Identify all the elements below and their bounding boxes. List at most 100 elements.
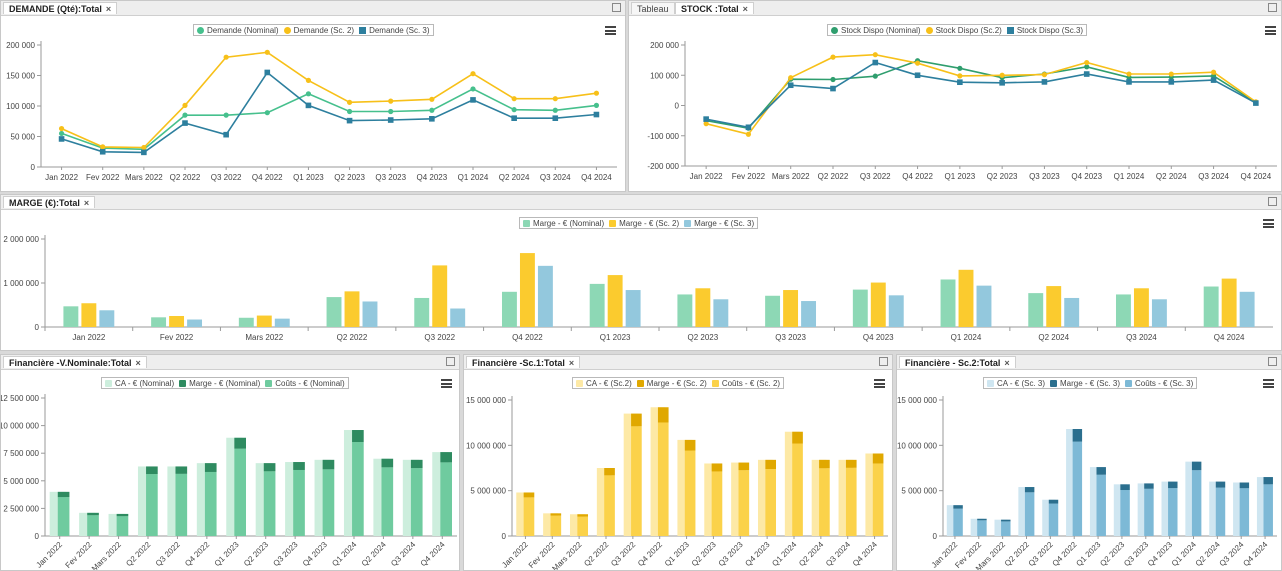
- bar-marge[interactable]: [738, 462, 750, 471]
- bar-marge[interactable]: [711, 463, 723, 472]
- bar-couts[interactable]: [631, 426, 642, 536]
- data-point[interactable]: [552, 96, 558, 102]
- data-point[interactable]: [914, 60, 921, 66]
- bar[interactable]: [713, 299, 729, 327]
- bar[interactable]: [81, 303, 97, 327]
- bar-marge[interactable]: [1001, 519, 1011, 522]
- bar-marge[interactable]: [604, 468, 615, 476]
- data-point[interactable]: [1210, 69, 1217, 75]
- bar-couts[interactable]: [1263, 484, 1273, 536]
- data-point[interactable]: [388, 98, 394, 104]
- data-point[interactable]: [264, 110, 270, 116]
- tab-marge-0[interactable]: MARGE (€):Total ×: [3, 196, 96, 208]
- bar[interactable]: [677, 294, 693, 327]
- data-point[interactable]: [788, 75, 794, 81]
- bar[interactable]: [519, 253, 535, 327]
- data-point[interactable]: [1083, 71, 1090, 77]
- bar-marge[interactable]: [146, 466, 158, 475]
- data-point[interactable]: [58, 136, 65, 142]
- tab-fin_sc1-0[interactable]: Financière -Sc.1:Total ×: [466, 356, 581, 368]
- bar[interactable]: [1115, 294, 1131, 327]
- bar-marge[interactable]: [352, 430, 364, 443]
- data-point[interactable]: [830, 85, 836, 92]
- bar[interactable]: [1151, 299, 1167, 327]
- data-point[interactable]: [388, 108, 394, 115]
- data-point[interactable]: [914, 72, 921, 79]
- bar-couts[interactable]: [1239, 488, 1250, 536]
- tab-stock-1[interactable]: STOCK :Total ×: [675, 2, 754, 14]
- data-point[interactable]: [1126, 79, 1132, 85]
- data-point[interactable]: [182, 112, 188, 118]
- bar-marge[interactable]: [1096, 467, 1106, 475]
- bar[interactable]: [870, 282, 886, 327]
- data-point[interactable]: [99, 148, 106, 155]
- bar-couts[interactable]: [146, 474, 158, 536]
- bar-couts[interactable]: [263, 471, 276, 536]
- legend-item[interactable]: Marge - € (Sc. 3): [684, 219, 754, 228]
- bar[interactable]: [501, 291, 517, 327]
- bar-couts[interactable]: [550, 515, 562, 536]
- data-point[interactable]: [787, 82, 794, 89]
- close-tab-icon[interactable]: ×: [135, 358, 141, 368]
- maximize-icon[interactable]: [446, 357, 455, 366]
- bar[interactable]: [695, 288, 711, 327]
- data-point[interactable]: [1084, 64, 1090, 70]
- bar[interactable]: [1203, 286, 1219, 327]
- bar-couts[interactable]: [352, 442, 364, 536]
- data-point[interactable]: [305, 77, 312, 83]
- bar-marge[interactable]: [977, 518, 987, 521]
- data-point[interactable]: [470, 71, 476, 77]
- bar-couts[interactable]: [1191, 470, 1202, 536]
- bar[interactable]: [888, 295, 904, 327]
- bar-marge[interactable]: [523, 492, 535, 498]
- data-point[interactable]: [830, 76, 836, 83]
- bar-marge[interactable]: [1263, 477, 1273, 485]
- data-point[interactable]: [141, 149, 147, 156]
- data-point[interactable]: [305, 91, 312, 97]
- bar-marge[interactable]: [440, 452, 452, 463]
- bar[interactable]: [765, 295, 781, 327]
- data-point[interactable]: [1210, 73, 1217, 79]
- bar-marge[interactable]: [631, 413, 642, 427]
- bar-couts[interactable]: [711, 471, 723, 536]
- data-point[interactable]: [872, 52, 878, 58]
- bar-marge[interactable]: [792, 431, 803, 444]
- bar-marge[interactable]: [1024, 487, 1035, 493]
- bar-couts[interactable]: [577, 516, 589, 536]
- bar[interactable]: [1221, 278, 1237, 327]
- bar[interactable]: [783, 290, 799, 327]
- bar-marge[interactable]: [765, 459, 777, 469]
- bar-couts[interactable]: [87, 515, 99, 536]
- chart-menu-icon[interactable]: [1265, 26, 1276, 35]
- legend-item[interactable]: Stock Dispo (Sc.3): [1006, 26, 1083, 35]
- legend-item[interactable]: Marge - € (Sc. 2): [636, 379, 707, 388]
- data-point[interactable]: [387, 117, 394, 123]
- bar[interactable]: [256, 315, 272, 327]
- bar-couts[interactable]: [1096, 474, 1106, 536]
- bar-marge[interactable]: [1048, 499, 1059, 504]
- bar-marge[interactable]: [293, 462, 305, 470]
- bar-couts[interactable]: [1072, 441, 1083, 536]
- data-point[interactable]: [182, 120, 188, 126]
- close-tab-icon[interactable]: ×: [83, 198, 90, 208]
- bar-marge[interactable]: [322, 459, 335, 470]
- data-point[interactable]: [999, 80, 1005, 86]
- bar-couts[interactable]: [523, 497, 535, 536]
- data-point[interactable]: [429, 96, 435, 102]
- bar-marge[interactable]: [175, 466, 188, 474]
- bar-marge[interactable]: [845, 459, 857, 468]
- bar-marge[interactable]: [234, 437, 246, 449]
- data-point[interactable]: [511, 96, 517, 102]
- data-point[interactable]: [141, 144, 147, 151]
- bar-marge[interactable]: [1120, 484, 1130, 491]
- bar-marge[interactable]: [872, 453, 884, 464]
- bar-couts[interactable]: [845, 467, 857, 536]
- bar-marge[interactable]: [116, 513, 129, 517]
- data-point[interactable]: [58, 130, 65, 137]
- bar[interactable]: [976, 285, 992, 327]
- bar-couts[interactable]: [57, 497, 70, 536]
- bar[interactable]: [958, 269, 974, 327]
- bar[interactable]: [238, 317, 254, 327]
- bar[interactable]: [589, 283, 605, 327]
- legend-item[interactable]: Marge - € (Sc. 3): [1050, 379, 1120, 388]
